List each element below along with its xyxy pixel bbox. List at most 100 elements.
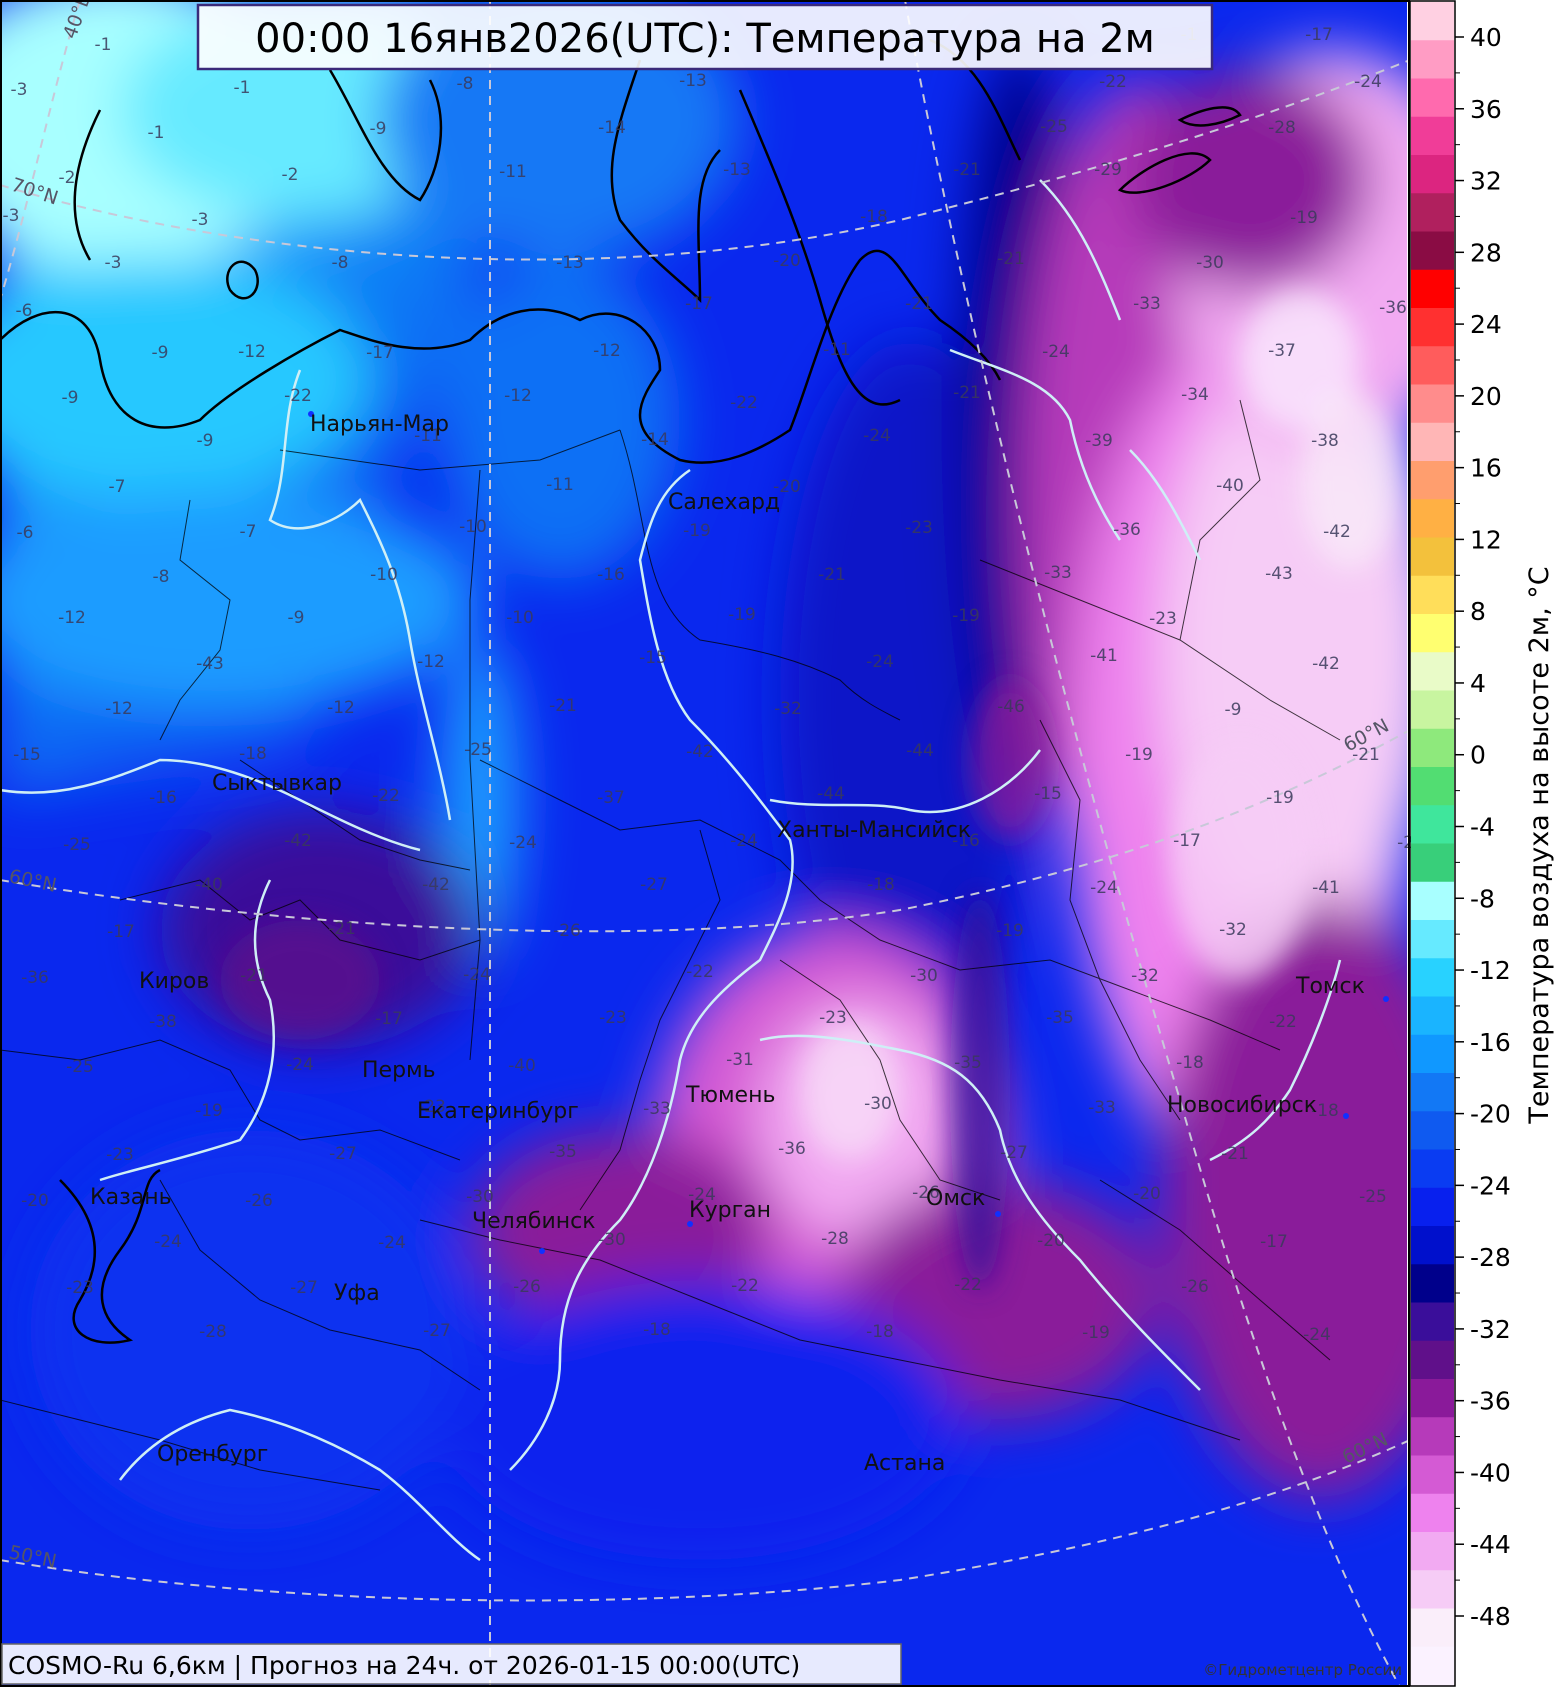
temperature-value: -10 (506, 608, 534, 628)
colorbar-tick-label: 24 (1470, 310, 1502, 339)
colorbar-tick-label: 12 (1470, 525, 1502, 554)
city-label: Челябинск (472, 1209, 596, 1234)
temperature-value: -15 (1034, 784, 1062, 804)
city-label: Нарьян-Мар (310, 412, 449, 437)
temperature-value: -42 (422, 875, 450, 895)
temperature-value: -33 (1044, 563, 1072, 583)
city-label: Екатеринбург (417, 1099, 579, 1124)
colorbar-tick-label: 40 (1470, 23, 1502, 52)
copyright-text: ©Гидрометцентр России (1203, 1661, 1402, 1679)
temperature-value: -16 (149, 788, 177, 808)
temperature-value: -19 (195, 1101, 223, 1121)
temperature-value: -19 (683, 521, 711, 541)
temperature-value: -3 (11, 80, 28, 100)
temperature-value: -22 (1269, 1012, 1297, 1032)
temperature-value: -32 (774, 699, 802, 719)
temperature-value: -3 (192, 210, 209, 230)
temperature-value: -26 (912, 1183, 940, 1203)
temperature-value: -18 (1311, 1101, 1339, 1121)
temperature-value: -21 (953, 160, 981, 180)
temperature-value: -29 (1094, 160, 1122, 180)
city-label: Казань (90, 1185, 172, 1210)
colorbar-swatch (1411, 690, 1454, 730)
temperature-value: -12 (417, 652, 445, 672)
temperature-value: -19 (728, 605, 756, 625)
colorbar-swatch (1411, 1187, 1454, 1227)
temperature-value: -21 (240, 966, 268, 986)
temperature-value: -13 (556, 253, 584, 273)
colorbar-tick-label: -20 (1470, 1100, 1511, 1129)
temperature-value: -33 (1133, 294, 1161, 314)
temperature-value: -9 (1225, 700, 1242, 720)
temperature-value: -8 (153, 567, 170, 587)
temperature-value: -22 (731, 1276, 759, 1296)
temperature-value: -17 (1260, 1232, 1288, 1252)
colorbar-swatch (1411, 1570, 1454, 1610)
colorbar-swatch (1411, 1493, 1454, 1533)
temperature-value: -30 (598, 1230, 626, 1250)
colorbar-swatch (1411, 575, 1454, 615)
colorbar-tick-label: -48 (1470, 1602, 1511, 1631)
temperature-value: -17 (366, 343, 394, 363)
colorbar-swatch (1411, 1417, 1454, 1457)
colorbar-swatch (1411, 1264, 1454, 1304)
colorbar-tick-label: 32 (1470, 167, 1502, 196)
temperature-value: -26 (513, 1277, 541, 1297)
temperature-value: -37 (1268, 341, 1296, 361)
temperature-value: -18 (239, 744, 267, 764)
temperature-value: -33 (1088, 1098, 1116, 1118)
colorbar-tick-label: -4 (1470, 813, 1495, 842)
city-label: Киров (139, 969, 209, 994)
colorbar-swatch (1411, 1608, 1454, 1648)
coastline-lines (2, 38, 1242, 1344)
colorbar-swatch (1411, 499, 1454, 539)
temperature-value: -38 (1311, 431, 1339, 451)
colorbar-swatch (1411, 308, 1454, 347)
temperature-value: -19 (1266, 788, 1294, 808)
temperature-value: -22 (730, 393, 758, 413)
colorbar-swatch (1411, 1455, 1454, 1495)
colorbar-swatch (1411, 40, 1454, 80)
colorbar-swatch (1411, 384, 1454, 424)
temperature-value: -40 (508, 1056, 536, 1076)
temperature-value: -21 (818, 565, 846, 585)
temperature-value: -6 (16, 301, 33, 321)
footer-box: COSMO-Ru 6,6км | Прогноз на 24ч. от 2026… (1, 1643, 902, 1685)
map-frame (0, 0, 1410, 1687)
city-markers (308, 411, 1389, 1254)
temperature-value: -11 (499, 162, 527, 182)
temperature-value: -21 (1352, 745, 1380, 765)
temperature-value: -18 (643, 1320, 671, 1340)
temperature-value: -28 (1268, 118, 1296, 138)
temperature-value: -27 (423, 1321, 451, 1341)
temperature-value: -6 (17, 523, 34, 543)
city-label: Курган (689, 1198, 771, 1223)
colorbar-swatch (1411, 1149, 1454, 1189)
temperature-value: -39 (1085, 431, 1113, 451)
temperature-value: -21 (549, 696, 577, 716)
colorbar-swatch (1411, 116, 1454, 156)
temperature-value: -24 (730, 831, 758, 851)
colorbar-swatch (1411, 231, 1454, 271)
temperature-value: -18 (866, 1322, 894, 1342)
temperature-value: -44 (906, 741, 934, 761)
temperature-value: -27 (640, 875, 668, 895)
temperature-value: -30 (466, 1187, 494, 1207)
temperature-value: -20 (773, 477, 801, 497)
temperature-value: -19 (996, 921, 1024, 941)
city-label: Омск (926, 1186, 985, 1211)
temperature-value: -24 (463, 965, 491, 985)
temperature-value: -36 (1379, 298, 1407, 318)
temperature-value: -38 (149, 1012, 177, 1032)
temperature-value: -32 (1219, 920, 1247, 940)
temperature-value: -40 (195, 875, 223, 895)
temperature-value: -25 (1040, 117, 1068, 137)
temperature-value: -3 (3, 206, 20, 226)
colorbar-swatches (1411, 2, 1454, 1686)
temperature-value: -23 (66, 1278, 94, 1298)
temperature-value: -24 (378, 1233, 406, 1253)
map-title: 00:00 16янв2026(UTC): Температура на 2м (255, 16, 1155, 62)
temperature-value: -24 (154, 1232, 182, 1252)
colorbar-tick-label: -28 (1470, 1243, 1511, 1272)
temperature-value: -22 (372, 786, 400, 806)
